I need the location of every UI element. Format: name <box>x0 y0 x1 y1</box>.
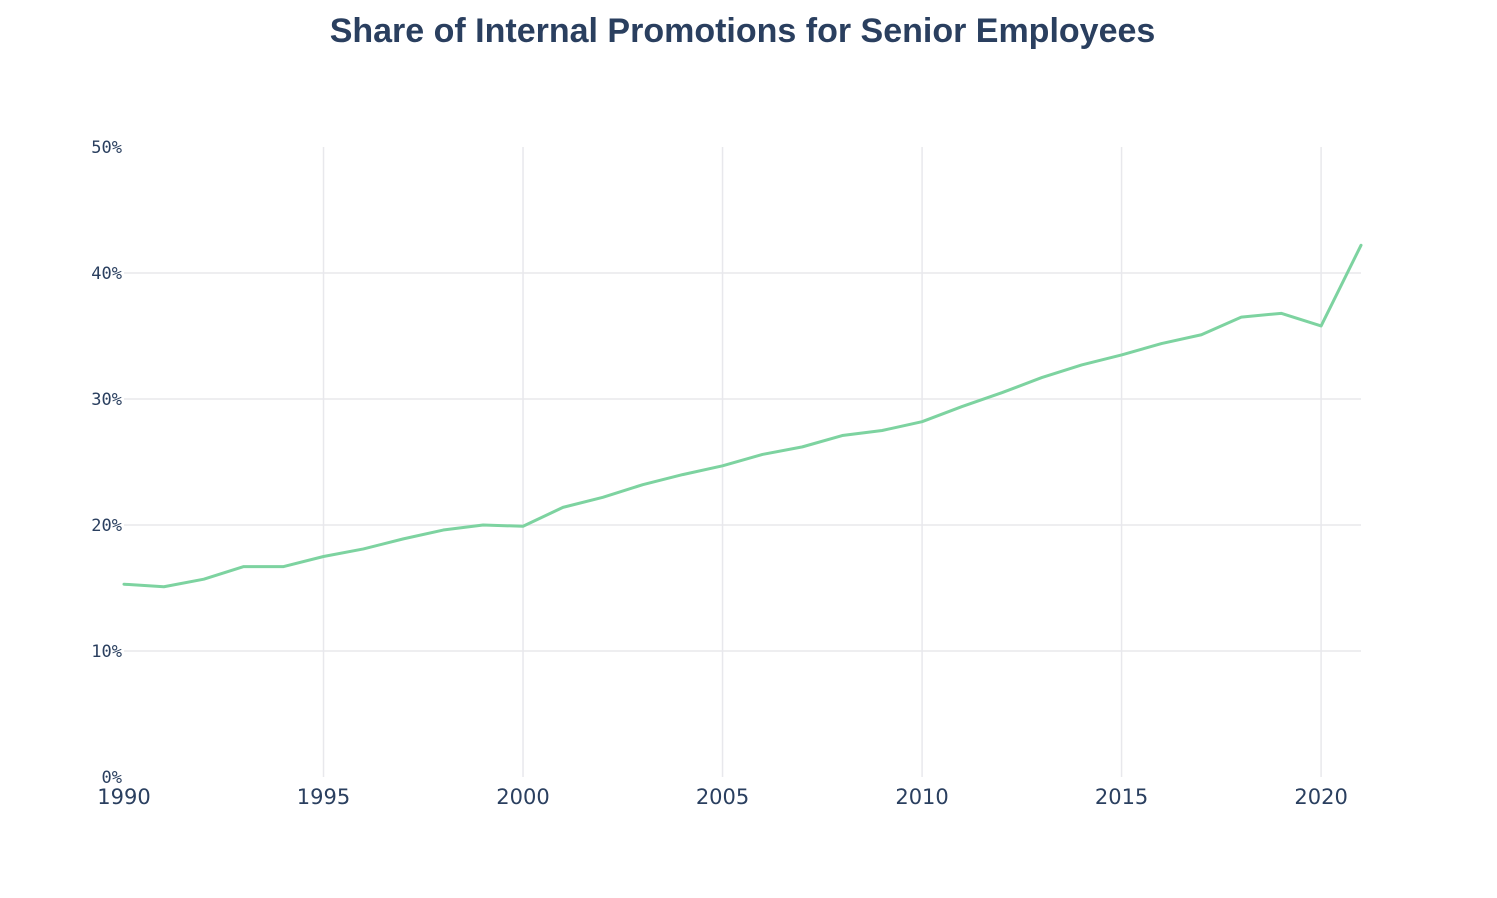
y-axis: 0% 10% 20% 30% 40% 50% <box>91 138 122 788</box>
y-tick-label: 50% <box>91 138 122 158</box>
x-tick-label: 2010 <box>895 785 948 809</box>
series-line <box>122 243 1363 589</box>
y-tick-label: 40% <box>91 264 122 284</box>
y-tick-label: 20% <box>91 516 122 536</box>
x-tick-label: 2015 <box>1095 785 1148 809</box>
x-axis: 1990 1995 2000 2005 2010 2015 2020 <box>97 785 1348 809</box>
y-tick-label: 30% <box>91 390 122 410</box>
x-tick-label: 2005 <box>696 785 749 809</box>
y-tick-label: 10% <box>91 642 122 662</box>
chart-title: Share of Internal Promotions for Senior … <box>329 12 1156 50</box>
grid <box>124 147 1361 777</box>
y-tick-label: 0% <box>102 768 122 788</box>
x-tick-label: 2000 <box>496 785 549 809</box>
x-tick-label: 1990 <box>97 785 150 809</box>
x-tick-label: 2020 <box>1294 785 1347 809</box>
x-tick-label: 1995 <box>297 785 350 809</box>
series-layer <box>122 243 1363 589</box>
